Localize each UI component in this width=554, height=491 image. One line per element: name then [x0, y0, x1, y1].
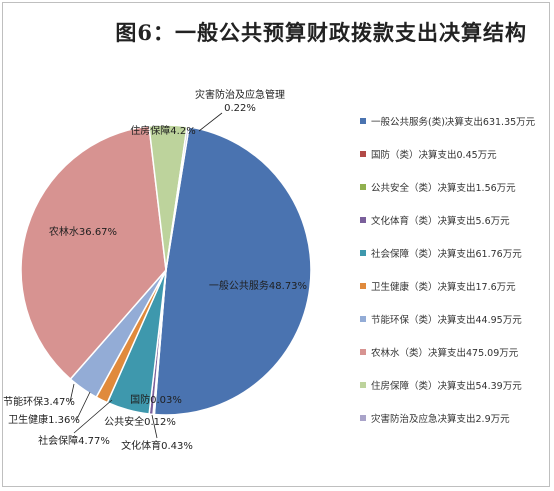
legend-item-public-security: 公共安全（类）决算支出1.56万元: [360, 180, 516, 194]
legend-label: 文化体育（类）决算支出5.6万元: [371, 216, 510, 227]
leader-line-social-security: [73, 399, 113, 434]
leader-line-disaster-prevention: [198, 112, 223, 132]
legend-label: 国防（类）决算支出0.45万元: [371, 150, 497, 161]
legend-swatch: [360, 382, 366, 388]
pie-slice-general-public-services: [153, 125, 312, 416]
legend-label: 灾害防治及应急决算支出2.9万元: [371, 414, 510, 425]
legend-label: 社会保障（类）决算支出61.76万元: [371, 249, 522, 260]
legend-item-disaster-prevention: 灾害防治及应急决算支出2.9万元: [360, 411, 510, 425]
legend-item-environmental-protection: 节能环保（类）决算支出44.95万元: [360, 312, 522, 326]
data-label-general-public-services: 一般公共服务48.73%: [209, 279, 307, 292]
data-label-agriculture: 农林水36.67%: [49, 225, 117, 238]
legend-label: 住房保障（类）决算支出54.39万元: [371, 381, 522, 392]
legend-item-general-public-services: 一般公共服务(类)决算支出631.35万元: [360, 114, 535, 128]
legend-label: 一般公共服务(类)决算支出631.35万元: [371, 117, 536, 128]
legend-swatch: [360, 184, 366, 190]
data-label-housing: 住房保障4.2%: [130, 124, 195, 137]
data-label-culture-sports: 文化体育0.43%: [121, 439, 193, 452]
legend-item-social-security: 社会保障（类）决算支出61.76万元: [360, 246, 522, 260]
legend-label: 卫生健康（类）决算支出17.6万元: [371, 282, 516, 293]
legend-swatch: [360, 151, 366, 157]
chart-title: 图6：一般公共预算财政拨款支出决算结构: [115, 20, 527, 45]
legend-label: 公共安全（类）决算支出1.56万元: [371, 183, 516, 194]
legend-item-agriculture: 农林水（类）决算支出475.09万元: [360, 345, 518, 359]
legend-swatch: [360, 118, 366, 124]
data-label-defense: 国防0.03%: [130, 393, 182, 406]
legend-swatch: [360, 316, 366, 322]
legend-item-health: 卫生健康（类）决算支出17.6万元: [360, 279, 516, 293]
data-label-environmental-protection: 节能环保3.47%: [3, 395, 75, 408]
legend-swatch: [360, 283, 366, 289]
legend-label: 农林水（类）决算支出475.09万元: [371, 348, 519, 359]
leader-line-health: [75, 391, 91, 422]
data-label-disaster-prevention: 灾害防治及应急管理 0.22%: [195, 88, 285, 114]
data-label-health: 卫生健康1.36%: [8, 413, 80, 426]
data-label-public-security: 公共安全0.12%: [104, 415, 176, 428]
legend-swatch: [360, 217, 366, 223]
legend-label: 节能环保（类）决算支出44.95万元: [371, 315, 522, 326]
legend-item-defense: 国防（类）决算支出0.45万元: [360, 147, 497, 161]
leader-line-culture-sports: [151, 414, 158, 439]
data-label-social-security: 社会保障4.77%: [38, 434, 110, 447]
legend-swatch: [360, 250, 366, 256]
legend-swatch: [360, 415, 366, 421]
legend-swatch: [360, 349, 366, 355]
legend-item-housing: 住房保障（类）决算支出54.39万元: [360, 378, 522, 392]
legend-item-culture-sports: 文化体育（类）决算支出5.6万元: [360, 213, 510, 227]
pie-slice-disaster-prevention: [165, 125, 190, 271]
leader-line-environmental-protection: [69, 383, 75, 403]
pie-slice-agriculture: [20, 125, 167, 381]
